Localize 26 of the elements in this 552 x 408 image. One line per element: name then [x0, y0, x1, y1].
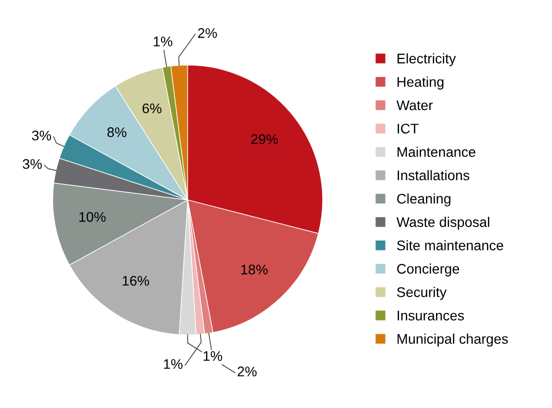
- data-label: 16%: [122, 276, 150, 286]
- legend-label: Waste disposal: [396, 216, 490, 230]
- data-label: 10%: [79, 212, 106, 222]
- legend-label: Insurances: [398, 310, 464, 320]
- data-label: 1%: [204, 351, 222, 361]
- data-label: 1%: [154, 36, 172, 46]
- legend-label: Heating: [398, 76, 444, 90]
- legend-label: Cleaning: [397, 193, 450, 206]
- data-label: 2%: [198, 28, 217, 38]
- legend-label: Security: [397, 286, 447, 300]
- data-label: 8%: [107, 127, 126, 138]
- legend-label: Site maintenance: [397, 240, 504, 250]
- legend-label: Concierge: [397, 264, 460, 276]
- legend-label: Maintenance: [398, 146, 476, 157]
- data-label: 18%: [241, 264, 268, 274]
- legend-label: Municipal charges: [398, 334, 508, 347]
- legend-label: ICT: [398, 124, 419, 134]
- legend-label: Electricity: [398, 53, 456, 66]
- data-label: 29%: [251, 134, 278, 144]
- legend-label: Installations: [398, 170, 470, 180]
- data-label: 3%: [32, 130, 52, 140]
- data-label: 3%: [22, 159, 42, 169]
- legend-label: Water: [396, 100, 433, 110]
- data-label: 1%: [164, 359, 183, 369]
- data-label: 6%: [142, 103, 162, 114]
- data-label: 2%: [238, 366, 257, 376]
